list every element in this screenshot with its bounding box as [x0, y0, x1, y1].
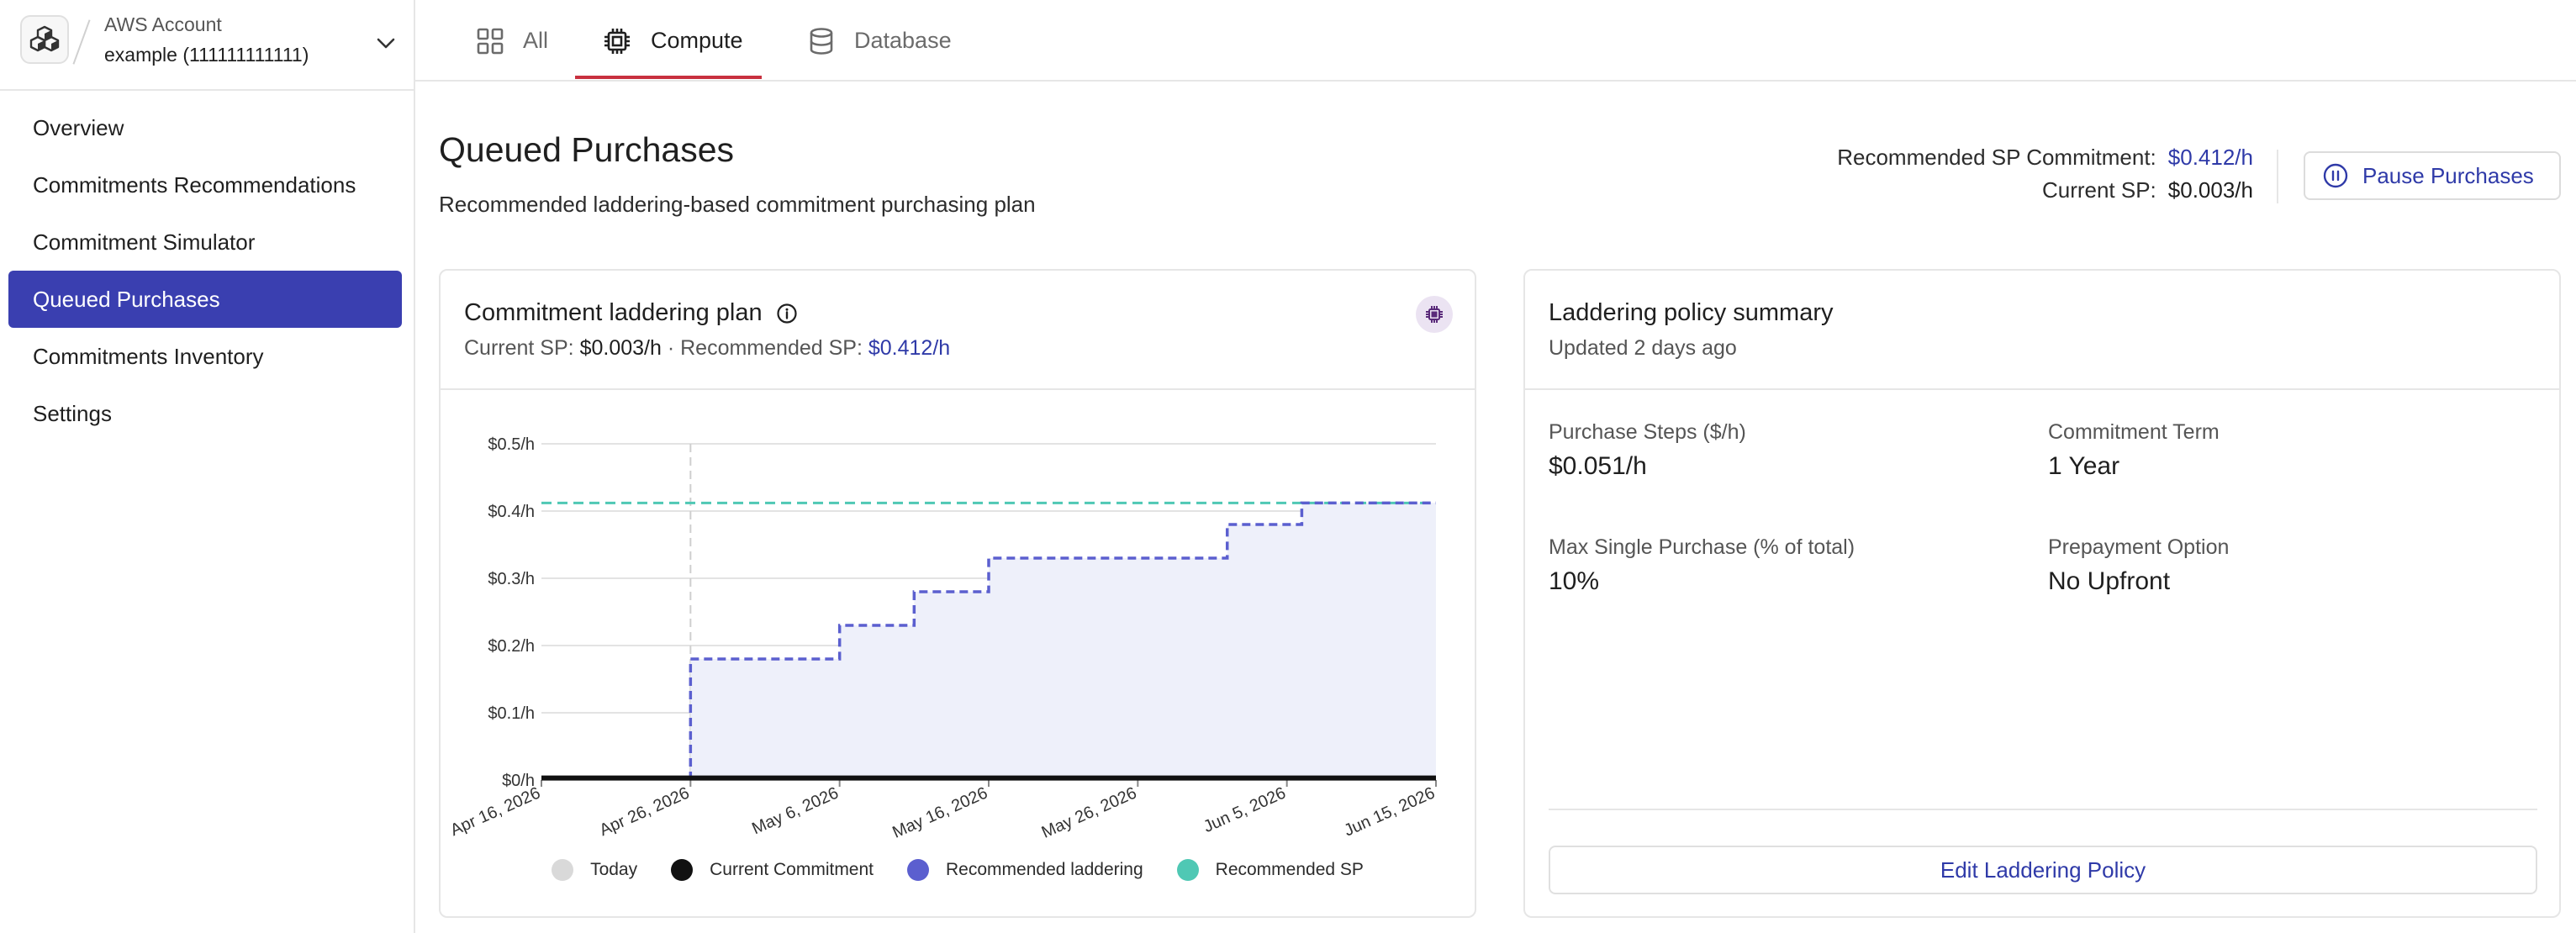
laddering-plan-title-text: Commitment laddering plan [464, 299, 763, 326]
legend-item-laddering[interactable]: Recommended laddering [907, 859, 1143, 881]
legend-dot-laddering [907, 859, 930, 881]
x-tick-label: Jun 15, 2026 [1341, 783, 1438, 840]
grid-icon [477, 28, 504, 54]
laddering-plan-title: Commitment laddering plan [464, 299, 798, 327]
recommended-sp-label: Recommended SP Commitment: [1837, 145, 2156, 170]
legend-label-current: Current Commitment [710, 860, 874, 879]
sidebar-item-commitments-inventory[interactable]: Commitments Inventory [33, 343, 264, 369]
tab-compute-label: Compute [651, 28, 743, 53]
tab-bar: All Compute Database [415, 0, 2576, 82]
laddering-plan-card: Commitment laddering plan Current SP: $0… [439, 269, 1476, 918]
laddering-policy-card: Laddering policy summary Updated 2 days … [1523, 269, 2561, 918]
max-single-purchase-value: 10% [1549, 567, 1600, 595]
max-single-purchase-label: Max Single Purchase (% of total) [1549, 535, 1855, 559]
pause-purchases-button[interactable]: Pause Purchases [2304, 151, 2561, 200]
policy-updated: Updated 2 days ago [1549, 336, 1737, 360]
header-divider [2277, 150, 2278, 203]
legend-item-current[interactable]: Current Commitment [671, 859, 874, 881]
y-tick-label: $0.2/h [488, 637, 535, 656]
tab-all[interactable]: All [476, 0, 548, 82]
info-icon[interactable] [776, 303, 798, 324]
tab-database[interactable]: Database [807, 0, 952, 82]
legend-dot-recommended-sp [1176, 859, 1199, 881]
laddering-plan-header: Commitment laddering plan Current SP: $0… [441, 271, 1475, 390]
account-divider [72, 19, 91, 65]
legend-item-recommended-sp[interactable]: Recommended SP [1176, 859, 1364, 881]
x-tick-label: Jun 5, 2026 [1201, 783, 1288, 836]
chip-icon [1426, 306, 1443, 323]
chart-current-value: $0.003/h [579, 336, 662, 360]
y-tick-label: $0.4/h [488, 503, 535, 521]
laddering-area [690, 503, 1436, 780]
database-icon [810, 27, 833, 55]
tab-database-label: Database [854, 28, 952, 53]
x-tick-label: Apr 26, 2026 [597, 783, 693, 840]
x-tick-label: Apr 16, 2026 [447, 783, 543, 840]
sidebar-item-commitments-recommendations[interactable]: Commitments Recommendations [33, 171, 356, 198]
prepayment-option-label: Prepayment Option [2048, 535, 2230, 559]
commitment-term-value: 1 Year [2048, 452, 2120, 480]
account-label: AWS Account [104, 13, 222, 35]
chart-recommended-value: $0.412/h [868, 336, 951, 360]
chart-separator: · [667, 336, 675, 360]
purchase-steps-label: Purchase Steps ($/h) [1549, 420, 1746, 444]
chevron-down-icon[interactable] [373, 30, 399, 55]
compute-chip-badge [1416, 296, 1453, 333]
page-subtitle: Recommended laddering-based commitment p… [439, 192, 1036, 217]
purchase-steps-value: $0.051/h [1549, 452, 1647, 480]
chart-recommended-label: Recommended SP: [680, 336, 863, 360]
laddering-plan-subtitle: Current SP: $0.003/h · Recommended SP: $… [464, 336, 950, 361]
legend-dot-today [552, 859, 574, 881]
aws-cubes-icon [20, 15, 69, 64]
commitment-term-label: Commitment Term [2048, 420, 2220, 444]
policy-divider [1549, 809, 2537, 810]
tab-all-label: All [523, 28, 549, 53]
current-sp-label: Current SP: [2041, 177, 2156, 203]
sidebar-item-overview[interactable]: Overview [33, 114, 124, 140]
legend-label-today: Today [590, 860, 638, 879]
pause-purchases-label: Pause Purchases [2362, 162, 2534, 188]
current-sp: Current SP: $0.003/h [2042, 177, 2253, 203]
chart-legend: Today Current Commitment Recommended lad… [441, 859, 1475, 881]
y-tick-label: $0/h [502, 772, 535, 790]
laddering-chart: $0/h $0.1/h $0.2/h $0.3/h $0.4/h $0.5/h Apr 16… [447, 435, 1438, 842]
legend-label-laddering: Recommended laddering [946, 860, 1143, 879]
current-sp-value: $0.003/h [2167, 177, 2253, 203]
y-tick-label: $0.3/h [488, 570, 535, 588]
legend-item-today[interactable]: Today [552, 859, 637, 881]
policy-header: Laddering policy summary Updated 2 days … [1525, 271, 2559, 390]
chart-current-label: Current SP: [464, 336, 574, 360]
x-tick-label: May 26, 2026 [1039, 783, 1140, 841]
recommended-sp-commitment: Recommended SP Commitment: $0.412/h [1837, 145, 2253, 171]
sidebar-item-settings[interactable]: Settings [33, 400, 112, 426]
prepayment-option-value: No Upfront [2048, 567, 2171, 595]
sidebar-item-queued-purchases[interactable]: Queued Purchases [8, 271, 402, 328]
legend-label-recommended-sp: Recommended SP [1215, 860, 1364, 879]
x-tick-label: May 16, 2026 [889, 783, 990, 841]
policy-title: Laddering policy summary [1549, 299, 1834, 326]
edit-laddering-policy-button[interactable]: Edit Laddering Policy [1549, 846, 2537, 894]
page-title: Queued Purchases [439, 130, 735, 169]
y-tick-label: $0.5/h [488, 435, 535, 454]
sidebar-item-commitment-simulator[interactable]: Commitment Simulator [33, 229, 256, 255]
sidebar: AWS Account example (111111111111) Overv… [0, 0, 415, 933]
account-name: example (111111111111) [104, 44, 309, 66]
legend-dot-current [671, 859, 694, 881]
pause-circle-icon [2323, 163, 2348, 188]
tab-compute[interactable]: Compute [602, 0, 743, 82]
recommended-sp-value: $0.412/h [2167, 145, 2253, 170]
account-switcher[interactable]: AWS Account example (111111111111) [0, 0, 414, 91]
active-tab-indicator [575, 76, 762, 79]
sidebar-nav: Overview Commitments Recommendations Com… [8, 99, 402, 442]
y-tick-label: $0.1/h [488, 704, 535, 723]
x-tick-label: May 6, 2026 [749, 783, 842, 838]
laddering-line [689, 501, 1436, 780]
chip-icon [604, 28, 630, 54]
